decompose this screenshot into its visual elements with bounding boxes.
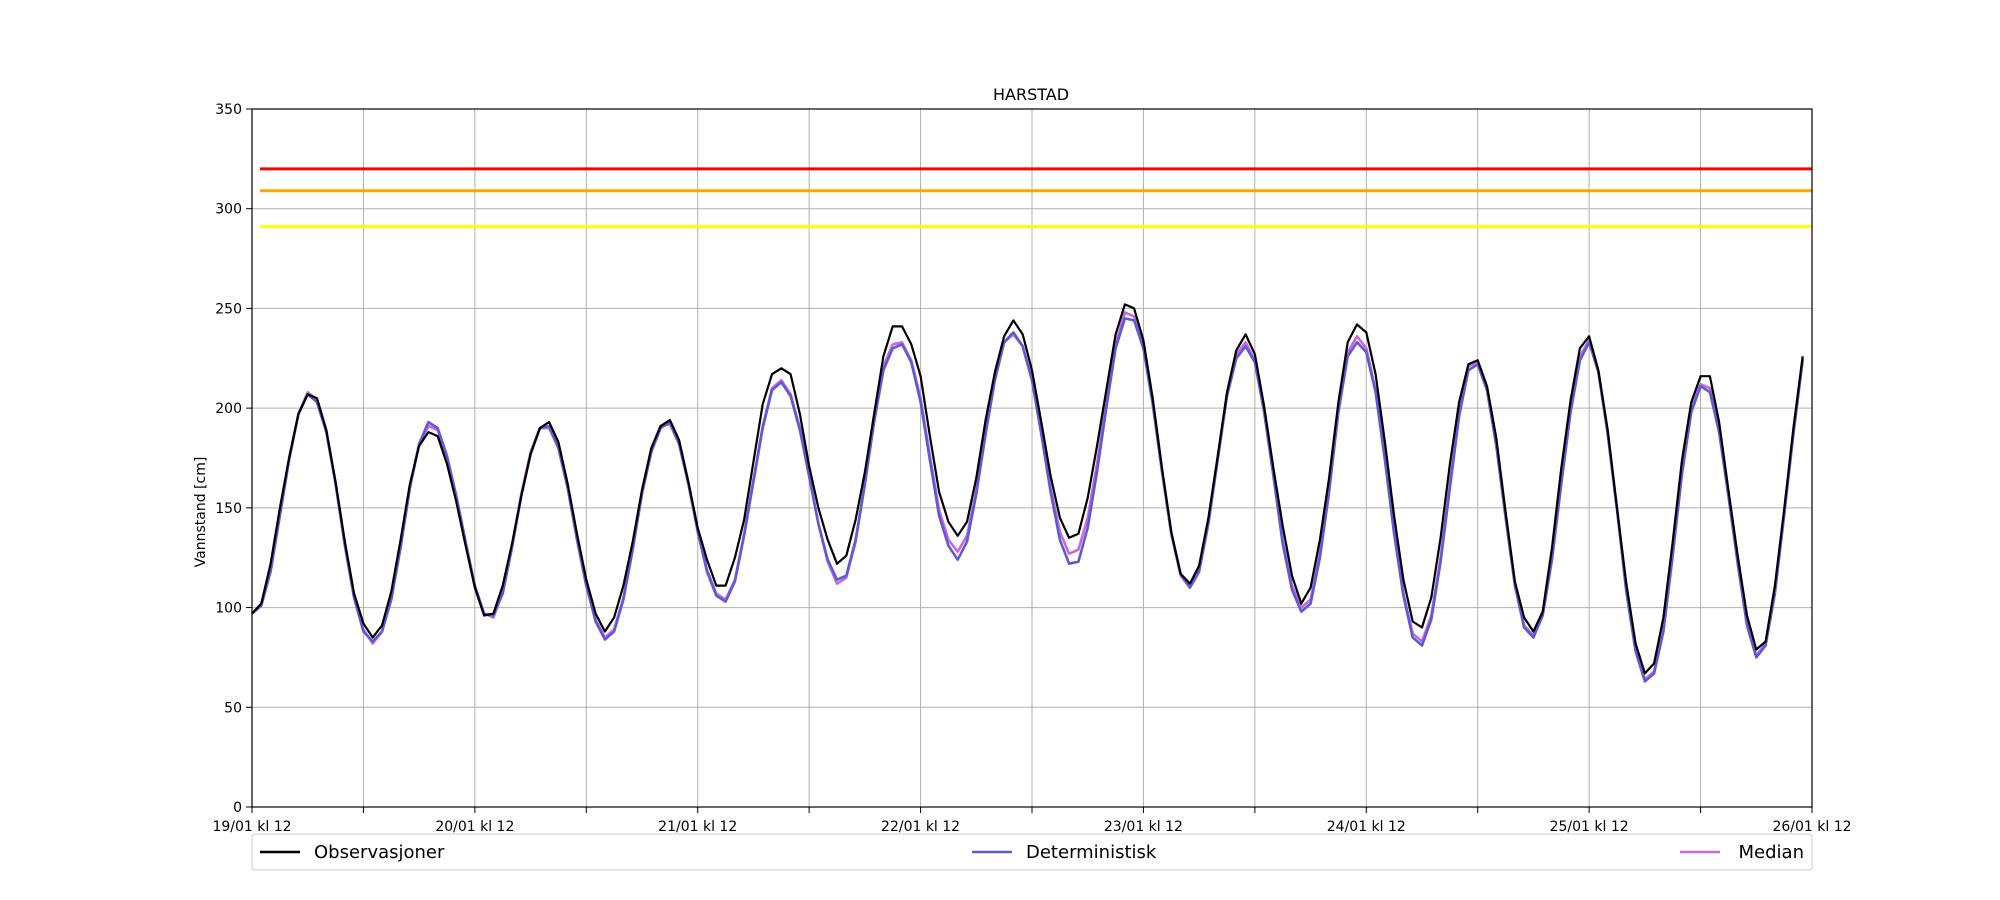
y-axis-label: Vannstand [cm] <box>193 457 209 568</box>
legend-box <box>251 833 1813 871</box>
x-tick-label: 21/01 kl 12 <box>658 819 737 835</box>
series-lines <box>251 303 1804 683</box>
y-tick-label: 0 <box>233 800 242 816</box>
tick-labels: 0 50 100 150 200 250 300 350 19/01 kl 12 20/01 kl… <box>212 102 1851 835</box>
y-tick-label: 250 <box>215 301 242 317</box>
x-tick-label: 25/01 kl 12 <box>1550 819 1629 835</box>
legend-label: Observasjoner <box>314 842 445 863</box>
y-tick-label: 300 <box>215 202 242 218</box>
x-tick-label: 22/01 kl 12 <box>881 819 960 835</box>
x-tick-label: 23/01 kl 12 <box>1104 819 1183 835</box>
y-tick-label: 150 <box>215 501 242 517</box>
y-tick-label: 200 <box>215 401 242 417</box>
legend-label: Median <box>1739 842 1804 863</box>
y-tick-label: 50 <box>224 700 242 716</box>
chart-title: HARSTAD <box>993 85 1069 104</box>
y-tick-label: 350 <box>215 102 242 118</box>
series-line-observasjoner <box>251 303 1804 675</box>
legend-label: Deterministisk <box>1026 842 1157 863</box>
x-tick-label: 26/01 kl 12 <box>1772 819 1851 835</box>
y-tick-label: 100 <box>215 601 242 617</box>
threshold-lines <box>260 167 1812 229</box>
x-tick-label: 20/01 kl 12 <box>435 819 514 835</box>
x-tick-label: 19/01 kl 12 <box>212 819 291 835</box>
legend: Observasjoner Deterministisk Median <box>251 833 1813 871</box>
x-tick-label: 24/01 kl 12 <box>1327 819 1406 835</box>
